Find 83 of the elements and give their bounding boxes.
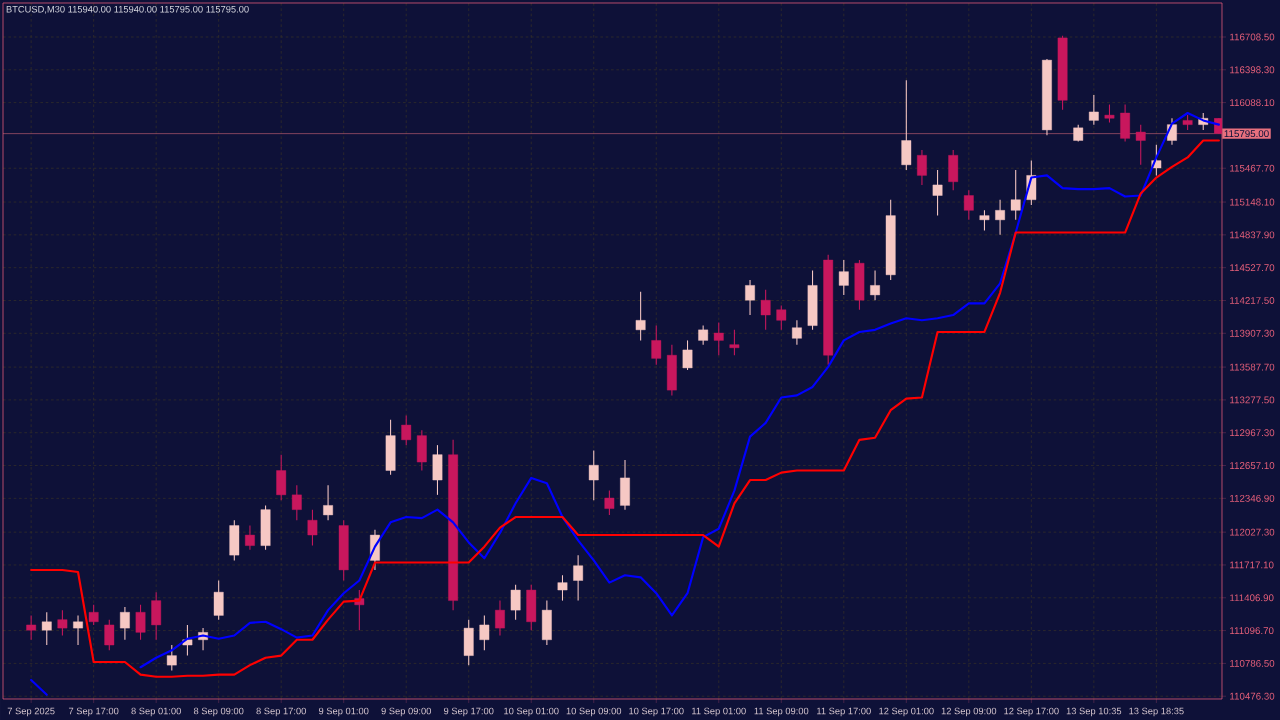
candlestick: [870, 270, 880, 301]
candlestick: [41, 611, 52, 646]
candlestick: [635, 291, 646, 341]
candlestick: [323, 484, 333, 521]
x-tick-label: 11 Sep 01:00: [692, 707, 746, 717]
candlestick: [979, 209, 990, 231]
candlestick: [917, 149, 927, 186]
candlestick: [135, 604, 146, 641]
candlestick: [401, 414, 412, 446]
candlestick: [760, 289, 771, 331]
candlestick: [651, 325, 662, 366]
x-tick-label: 10 Sep 01:00: [504, 707, 559, 717]
candlestick: [57, 609, 68, 637]
candlestick: [1010, 169, 1021, 221]
x-tick-label: 10 Sep 17:00: [629, 707, 684, 717]
candlestick: [307, 509, 318, 547]
y-tick-label: 116398.30: [1230, 66, 1275, 74]
x-tick-label: 8 Sep 01:00: [131, 707, 181, 717]
candlestick: [698, 325, 709, 346]
candlestick: [1135, 124, 1146, 166]
y-tick-label: 112967.30: [1230, 429, 1275, 437]
candlestick: [604, 490, 615, 516]
x-tick-label: 9 Sep 01:00: [318, 707, 369, 717]
candlestick: [776, 304, 787, 331]
candlestick: [291, 484, 302, 521]
candlestick: [479, 614, 490, 651]
y-tick-label: 113587.70: [1230, 363, 1275, 371]
y-tick-label: 112027.30: [1230, 528, 1275, 536]
x-tick-label: 9 Sep 09:00: [381, 707, 432, 717]
y-tick-label: 114837.90: [1230, 231, 1275, 239]
candlestick: [995, 199, 1005, 236]
x-tick-label: 7 Sep 17:00: [68, 707, 119, 717]
y-tick-label: 110476.30: [1230, 692, 1275, 700]
y-tick-label: 111406.90: [1230, 594, 1274, 602]
candlestick: [88, 604, 99, 626]
x-tick-label: 8 Sep 17:00: [256, 707, 306, 717]
candlestick: [495, 600, 505, 637]
candlestick: [792, 319, 802, 346]
x-tick-label: 7 Sep 2025: [7, 707, 55, 717]
candlestick: [838, 259, 849, 296]
x-tick-label: 10 Sep 09:00: [566, 707, 622, 717]
candlestick: [166, 644, 177, 671]
x-tick-label: 8 Sep 09:00: [193, 707, 244, 717]
ref-line-label: 115795.00: [1224, 130, 1269, 138]
candlestick: [1088, 94, 1099, 126]
y-tick-label: 116088.10: [1230, 99, 1275, 107]
y-tick-label: 115467.70: [1230, 164, 1275, 172]
candlestick: [682, 339, 693, 371]
y-tick-label: 116708.50: [1230, 33, 1275, 41]
y-tick-label: 110786.50: [1230, 659, 1275, 667]
candlestick: [245, 524, 255, 551]
candlestick: [120, 606, 130, 641]
y-tick-label: 115148.10: [1230, 198, 1275, 206]
candlestick: [557, 574, 568, 602]
x-tick-label: 12 Sep 01:00: [879, 707, 934, 717]
candlestick: [932, 169, 943, 217]
candlestick: [729, 329, 740, 356]
y-tick-label: 111717.10: [1230, 561, 1274, 569]
y-tick-label: 114217.50: [1230, 297, 1275, 304]
candlestick: [963, 189, 974, 221]
candlestick: [510, 584, 521, 621]
x-tick-label: 12 Sep 17:00: [1004, 707, 1059, 717]
candlestick: [26, 614, 37, 641]
x-tick-label: 13 Sep 18:35: [1129, 707, 1184, 717]
candlestick: [73, 614, 83, 646]
y-tick-label: 112657.10: [1230, 462, 1275, 469]
y-tick-label: 112346.90: [1230, 494, 1275, 502]
x-tick-label: 11 Sep 09:00: [754, 707, 809, 717]
x-tick-label: 12 Sep 09:00: [941, 707, 997, 717]
candlestick: [213, 579, 224, 621]
candlestick: [573, 554, 584, 602]
candlestick: [104, 619, 115, 651]
y-tick-label: 113277.50: [1230, 396, 1275, 404]
x-tick-label: 11 Sep 17:00: [817, 707, 871, 717]
chart-title: BTCUSD,M30 115940.00 115940.00 115795.00 115795.00: [6, 5, 249, 14]
x-tick-label: 13 Sep 10:35: [1066, 707, 1122, 717]
y-tick-label: 114527.70: [1230, 264, 1275, 272]
x-tick-label: 9 Sep 17:00: [444, 707, 494, 717]
candlestick: [713, 321, 724, 356]
y-tick-label: 111096.70: [1230, 627, 1274, 635]
y-tick-label: 113907.30: [1230, 329, 1275, 337]
candlestick: [588, 449, 599, 501]
candlestick: [745, 279, 755, 316]
